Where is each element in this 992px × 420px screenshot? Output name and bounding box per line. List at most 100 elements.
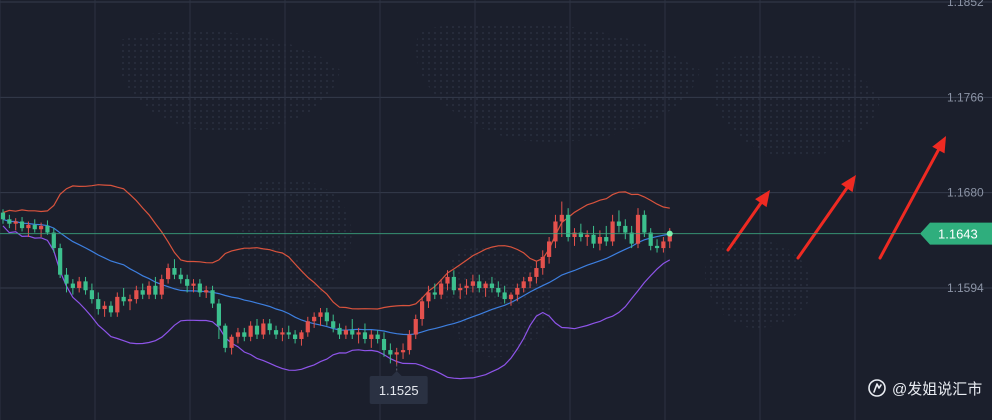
candle-body [521,281,526,288]
candle-body [293,334,298,339]
candle-body [204,290,209,293]
candle-body [134,290,139,300]
candle [235,327,241,344]
candle-body [172,268,177,275]
candle [299,330,304,346]
candle [77,276,82,293]
candle-body [623,225,628,233]
candlestick-series [0,201,672,365]
candle [210,285,215,308]
candle [58,243,63,279]
candle [642,210,647,238]
candle [242,327,247,342]
candle-body [242,332,247,337]
candle [331,314,336,333]
candle-body [508,294,514,300]
candle-body [32,224,37,230]
candle [661,237,666,253]
y-axis: 1.1852 1.1766 1.1680 1.1594 [947,0,984,295]
forecast-arrow [726,190,770,252]
candle-body [178,274,183,280]
candle [445,270,450,291]
candle-body [185,279,190,286]
candle-body [642,214,647,233]
candle [337,323,342,339]
candle [616,210,622,233]
candle [305,316,310,337]
candle-body [496,288,501,293]
candle [223,323,228,353]
arrow-head [932,136,946,154]
candle-body [197,283,202,293]
candle-body [337,327,342,335]
candle [140,283,145,300]
candle [496,281,501,297]
candle [286,325,291,339]
candle-body [483,283,488,288]
candle-body [407,334,412,351]
candle-body [400,350,406,353]
candle [108,301,114,317]
candle-body [445,276,450,284]
candle-body [661,241,666,249]
candle [502,285,507,304]
candle-body [318,312,323,317]
candle-body [216,303,221,326]
candle-body [477,281,482,288]
candle [267,319,272,335]
candle-body [578,232,583,238]
candle [146,281,152,300]
candle-body [489,283,495,288]
candle [426,285,431,308]
candle [89,283,94,304]
candle [324,307,329,326]
candle [115,292,120,317]
candle [381,332,387,357]
candle-body [331,321,336,328]
candle-body [146,285,152,295]
candle-body [362,332,368,339]
candle-body [280,332,285,335]
candle-body [324,312,329,322]
candle [204,285,209,298]
candle [318,307,323,326]
candle [70,279,75,295]
candle-body [464,285,469,288]
candle-body [356,332,361,335]
forecast-arrow [878,136,946,260]
candle-body [534,268,539,277]
bollinger-bands [2,184,671,380]
candle [7,214,12,229]
candle-body [616,221,622,226]
candle [96,292,101,315]
candle-body [451,276,456,291]
candle-body [286,332,291,335]
candle [413,314,418,339]
candle-body [394,352,399,355]
candle [216,299,221,339]
candle-body [413,319,418,335]
candle [635,208,641,249]
candle [566,208,571,242]
candle [178,268,183,284]
candle [648,228,653,251]
candle [153,276,158,300]
candle [26,221,31,238]
candle [273,325,279,339]
candle-body [102,305,107,310]
candle-body [254,325,260,335]
candle [293,330,298,344]
current-price-label: 1.1643 [938,227,978,242]
candle-body [45,225,50,233]
candle [521,276,526,293]
candle-body [527,276,533,282]
candle [432,283,437,300]
current-price-dot [666,230,673,237]
arrow-head [841,175,856,193]
candle-body [458,288,463,291]
candle [540,250,545,275]
candle-body [58,248,63,275]
candle [369,330,374,348]
candle-body [635,214,641,244]
candle-body [343,330,348,335]
